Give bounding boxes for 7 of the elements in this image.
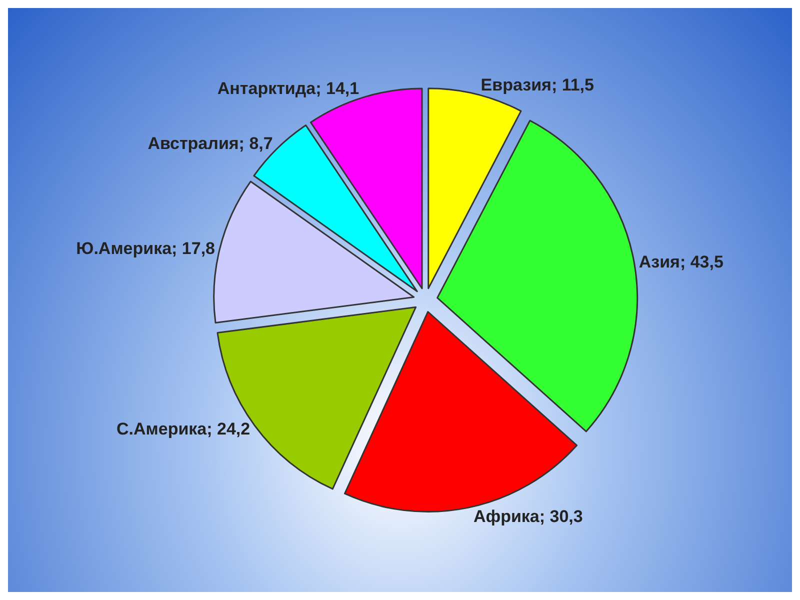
slice-label: Африка; 30,3: [473, 507, 583, 526]
slice-label: Антарктида; 14,1: [217, 78, 360, 98]
slice-label: Ю.Америка; 17,8: [76, 238, 216, 258]
slice-label: С.Америка; 24,2: [116, 420, 250, 439]
slice-label: Евразия; 11,5: [480, 76, 594, 95]
slice-label: Австралия; 8,7: [148, 134, 273, 153]
slice-label: Азия; 43,5: [638, 252, 724, 272]
